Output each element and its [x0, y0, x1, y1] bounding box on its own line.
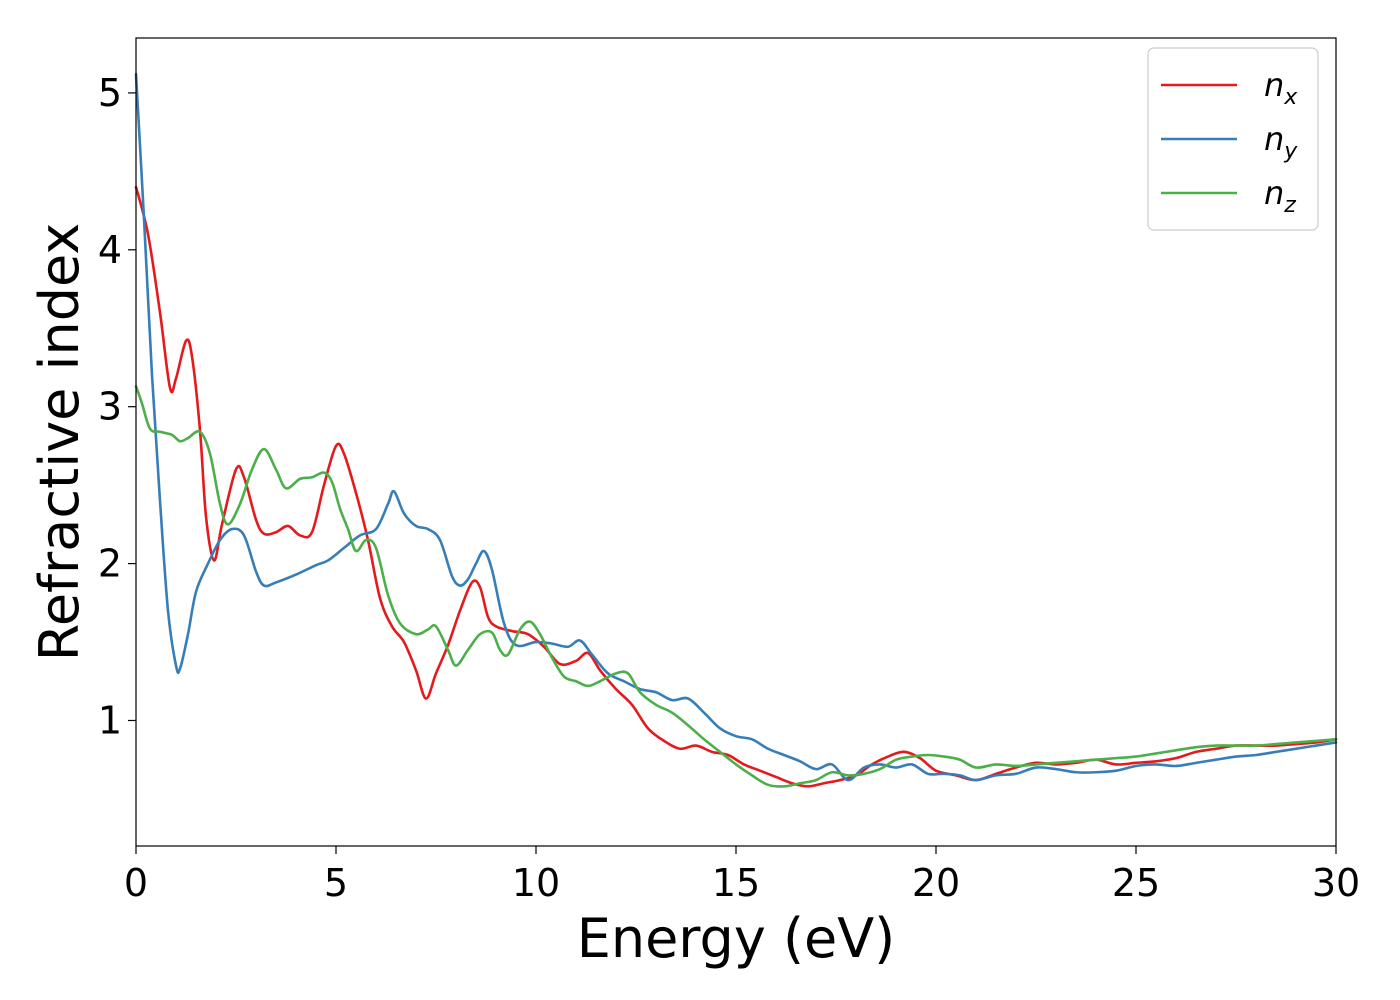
series-layer — [134, 72, 1338, 788]
legend-label-nz: nz — [1264, 174, 1296, 218]
series-line-ny — [134, 72, 1338, 782]
x-tick-label: 0 — [124, 861, 148, 905]
y-axis-label: Refractive index — [28, 223, 91, 662]
x-tick-label: 25 — [1112, 861, 1160, 905]
plot-background — [136, 38, 1336, 846]
legend-label-nx: nx — [1264, 66, 1298, 110]
series-line-nz — [134, 385, 1338, 788]
x-tick-label: 15 — [712, 861, 760, 905]
x-tick-label: 20 — [912, 861, 960, 905]
y-tick-label: 5 — [98, 71, 122, 115]
y-tick-label: 3 — [98, 385, 122, 429]
x-axis-label: Energy (eV) — [577, 907, 896, 970]
y-tick-label: 1 — [98, 698, 122, 742]
x-axis: 0 5 10 15 20 25 30 — [124, 846, 1360, 905]
y-tick-label: 2 — [98, 542, 122, 586]
series-line-nx — [134, 185, 1338, 788]
legend: nx ny nz — [1147, 47, 1319, 231]
y-axis: 1 2 3 4 5 — [98, 71, 136, 742]
legend-label-ny: ny — [1264, 120, 1298, 164]
y-tick-label: 4 — [98, 228, 122, 272]
x-tick-label: 30 — [1312, 861, 1360, 905]
x-tick-label: 10 — [512, 861, 560, 905]
x-tick-label: 5 — [324, 861, 348, 905]
